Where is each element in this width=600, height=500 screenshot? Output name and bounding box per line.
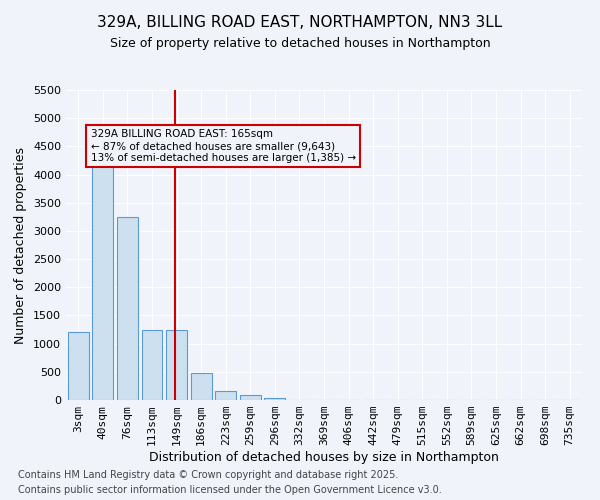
Bar — [215, 392, 236, 400]
Bar — [142, 330, 163, 400]
Bar — [92, 158, 113, 400]
Bar — [240, 396, 261, 400]
Text: 329A, BILLING ROAD EAST, NORTHAMPTON, NN3 3LL: 329A, BILLING ROAD EAST, NORTHAMPTON, NN… — [97, 15, 503, 30]
Text: 329A BILLING ROAD EAST: 165sqm
← 87% of detached houses are smaller (9,643)
13% : 329A BILLING ROAD EAST: 165sqm ← 87% of … — [91, 130, 356, 162]
Text: Contains public sector information licensed under the Open Government Licence v3: Contains public sector information licen… — [18, 485, 442, 495]
Bar — [117, 217, 138, 400]
Bar — [166, 330, 187, 400]
Bar — [68, 332, 89, 400]
Text: Contains HM Land Registry data © Crown copyright and database right 2025.: Contains HM Land Registry data © Crown c… — [18, 470, 398, 480]
Bar — [265, 398, 286, 400]
Bar — [191, 373, 212, 400]
X-axis label: Distribution of detached houses by size in Northampton: Distribution of detached houses by size … — [149, 451, 499, 464]
Y-axis label: Number of detached properties: Number of detached properties — [14, 146, 28, 344]
Text: Size of property relative to detached houses in Northampton: Size of property relative to detached ho… — [110, 37, 490, 50]
